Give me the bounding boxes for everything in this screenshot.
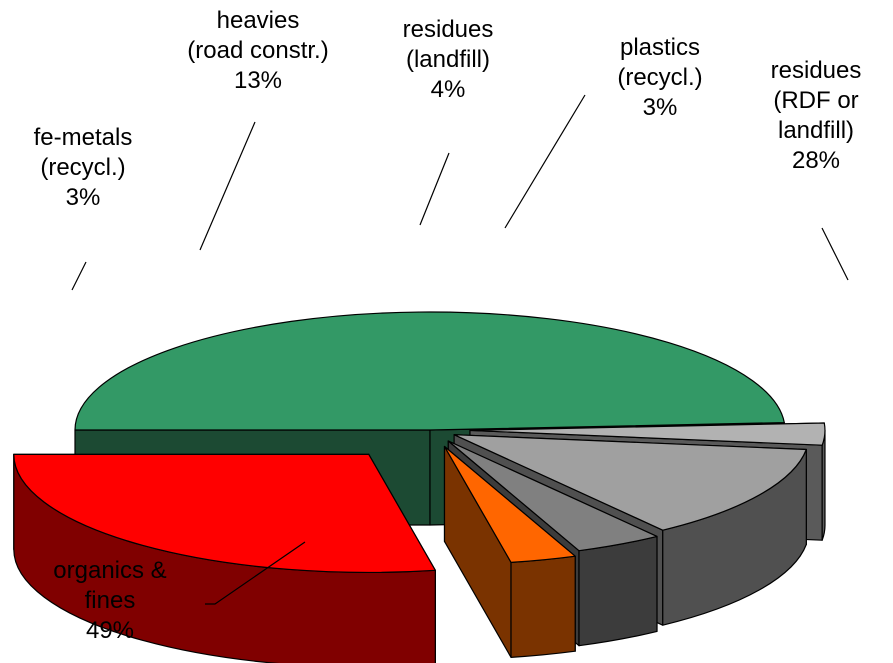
pie-slice [13,453,436,663]
slice-top-residues-landfill [447,440,658,552]
slice-name-label: (landfill) [406,46,490,73]
slice-percent-label: 3% [66,184,101,211]
slice-top-fe-metals-recycl [469,422,826,446]
slice-labels: organics & fines 49% fe-metals (recycl.) 3% he… [34,7,862,644]
leader-line [199,121,256,251]
slice-outer-wall [821,429,826,541]
slice-name-label: fines [85,587,136,614]
leader-line [205,541,306,605]
slice-outer-wall [578,535,658,647]
slice-outer-wall [510,555,576,658]
slice-name-label: (road constr.) [187,37,328,64]
pie-slice [443,445,576,658]
slice-name-label: residues [403,16,494,43]
slice-name-label: heavies [217,7,300,34]
slice-label: plastics (recycl.) 3% [617,34,702,121]
slice-percent-label: 49% [86,617,134,644]
slice-top-heavies-road-constr [453,434,807,531]
slice-percent-label: 28% [792,147,840,174]
slice-name-label: organics & [53,557,166,584]
slice-label: residues (landfill) 4% [403,16,494,103]
slice-name-label: plastics [620,34,700,61]
leader-line [821,227,849,281]
slice-percent-label: 4% [431,76,466,103]
slice-name-label: (recycl.) [40,154,125,181]
leader-lines [71,94,849,605]
slice-name-label: landfill) [778,117,854,144]
slice-label: fe-metals (recycl.) 3% [34,124,133,211]
leader-line [71,261,87,291]
slice-name-label: fe-metals [34,124,133,151]
slice-label: heavies (road constr.) 13% [187,7,328,94]
slice-label: residues (RDF or landfill) 28% [771,57,862,174]
slice-name-label: (recycl.) [617,64,702,91]
slice-label: organics & fines 49% [53,557,166,644]
pie-slices [13,311,826,663]
slice-top-organics-fines [74,311,785,431]
slice-percent-label: 3% [643,94,678,121]
slice-name-label: (RDF or [773,87,858,114]
slice-name-label: residues [771,57,862,84]
leader-line [504,94,586,229]
slice-top-residues-rdf-or-landfill [13,453,436,574]
slice-top-plastics-recycl [443,445,576,563]
slice-percent-label: 13% [234,67,282,94]
leader-line [419,152,450,226]
